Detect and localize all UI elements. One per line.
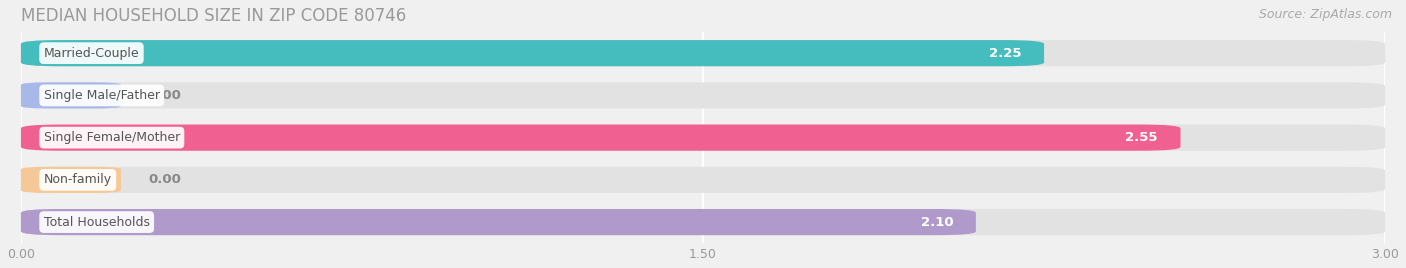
Text: 0.00: 0.00 bbox=[148, 89, 181, 102]
FancyBboxPatch shape bbox=[21, 125, 1385, 151]
Text: 2.55: 2.55 bbox=[1125, 131, 1157, 144]
FancyBboxPatch shape bbox=[21, 82, 1385, 109]
Text: Non-family: Non-family bbox=[44, 173, 112, 186]
FancyBboxPatch shape bbox=[21, 40, 1045, 66]
FancyBboxPatch shape bbox=[21, 209, 976, 235]
FancyBboxPatch shape bbox=[21, 209, 1385, 235]
Text: Total Households: Total Households bbox=[44, 215, 149, 229]
Text: 2.10: 2.10 bbox=[921, 215, 953, 229]
Text: MEDIAN HOUSEHOLD SIZE IN ZIP CODE 80746: MEDIAN HOUSEHOLD SIZE IN ZIP CODE 80746 bbox=[21, 7, 406, 25]
FancyBboxPatch shape bbox=[21, 40, 1385, 66]
Text: 2.25: 2.25 bbox=[988, 47, 1021, 60]
Text: Married-Couple: Married-Couple bbox=[44, 47, 139, 60]
Text: 0.00: 0.00 bbox=[148, 173, 181, 186]
FancyBboxPatch shape bbox=[21, 167, 1385, 193]
FancyBboxPatch shape bbox=[21, 167, 121, 193]
Text: Single Female/Mother: Single Female/Mother bbox=[44, 131, 180, 144]
FancyBboxPatch shape bbox=[21, 82, 121, 109]
Text: Single Male/Father: Single Male/Father bbox=[44, 89, 160, 102]
FancyBboxPatch shape bbox=[21, 125, 1181, 151]
Text: Source: ZipAtlas.com: Source: ZipAtlas.com bbox=[1258, 8, 1392, 21]
